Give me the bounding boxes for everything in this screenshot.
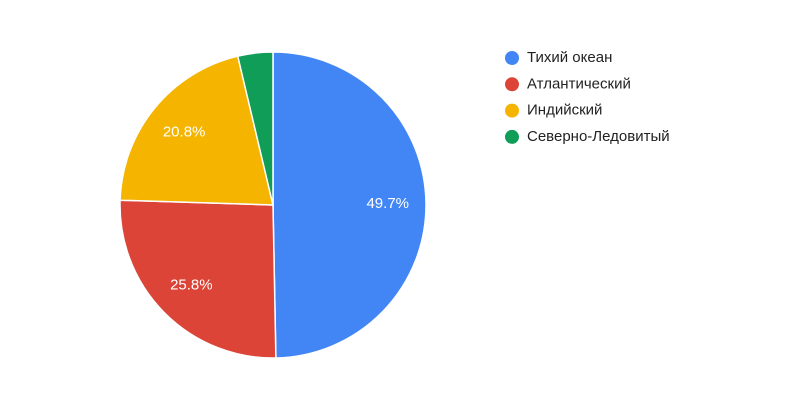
legend-label: Атлантический [527,75,631,92]
legend-marker [505,51,519,65]
pie-slice [236,51,274,206]
legend-label: Индийский [527,102,602,119]
legend-marker [505,103,519,118]
slice-label: 20.8% [163,123,206,140]
legend-label: Тихий океан [527,49,612,66]
pie-slice [272,51,427,359]
legend-marker [505,77,519,92]
legend-marker [505,129,519,144]
pie-slice [119,55,274,206]
slice-label: 25.8% [170,277,213,294]
pie-slice [119,199,277,359]
slice-label: 49.7% [366,195,409,212]
legend-label: Северно-Ледовитый [527,128,670,145]
